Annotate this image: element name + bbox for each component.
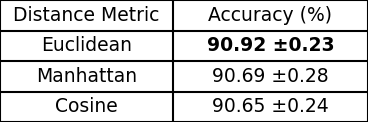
Text: Accuracy (%): Accuracy (%) (209, 6, 332, 25)
Text: Cosine: Cosine (55, 97, 118, 116)
Text: 90.92 ±0.23: 90.92 ±0.23 (207, 36, 334, 55)
Text: Euclidean: Euclidean (41, 36, 132, 55)
Text: 90.65 ±0.24: 90.65 ±0.24 (212, 97, 329, 116)
Text: 90.69 ±0.28: 90.69 ±0.28 (212, 67, 329, 86)
Text: Manhattan: Manhattan (36, 67, 137, 86)
Text: Distance Metric: Distance Metric (13, 6, 160, 25)
